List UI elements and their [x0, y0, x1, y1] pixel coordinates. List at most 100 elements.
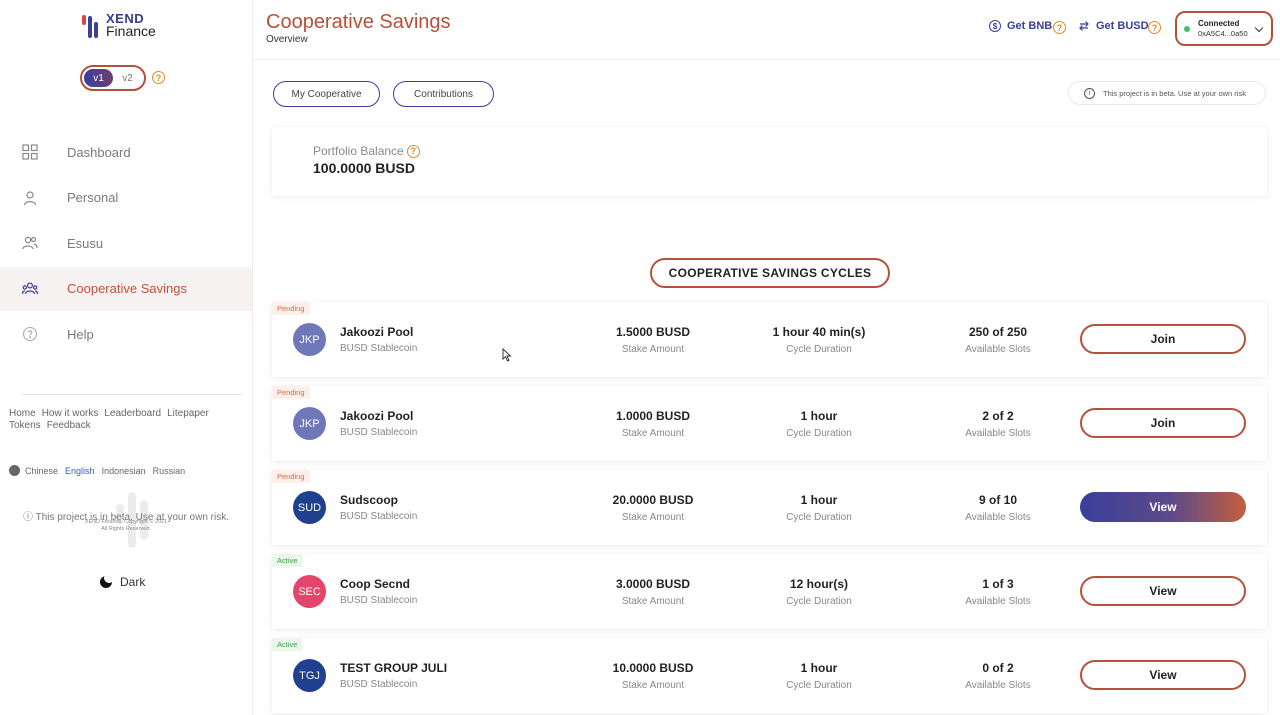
version-v2-option[interactable]: v2 [122, 72, 133, 84]
pool-avatar: SUD [293, 491, 326, 524]
footer-link-leaderboard[interactable]: Leaderboard [104, 408, 162, 419]
dark-mode-label: Dark [120, 575, 146, 589]
sidebar-item-cooperative-savings[interactable]: Cooperative Savings [0, 266, 252, 311]
language-chinese[interactable]: Chinese [25, 465, 59, 476]
help-circle-icon [22, 326, 38, 342]
pool-token: BUSD Stablecoin [340, 595, 418, 606]
stake-amount-value: 20.0000 BUSD [612, 493, 694, 507]
status-badge: Pending [272, 302, 310, 315]
available-slots-label: Available Slots [965, 512, 1031, 523]
pool-card: Pending JKP Jakoozi Pool BUSD Stablecoin… [272, 302, 1267, 377]
portfolio-balance-card: Portfolio Balance ? 100.0000 BUSD [272, 127, 1267, 196]
stake-amount-stat: 1.0000 BUSD Stake Amount [573, 409, 733, 439]
available-slots-label: Available Slots [965, 428, 1031, 439]
stake-amount-stat: 3.0000 BUSD Stake Amount [573, 577, 733, 607]
version-toggle[interactable]: v1 v2 [80, 65, 146, 91]
get-bnb-help-icon[interactable]: ? [1053, 21, 1066, 34]
footer-link-how-it-works[interactable]: How it works [41, 408, 99, 419]
view-button[interactable]: View [1080, 660, 1246, 690]
sidebar-item-dashboard[interactable]: Dashboard [0, 130, 252, 174]
dark-mode-toggle[interactable]: Dark [100, 575, 145, 589]
copyright-line-2: All Rights Reserved. [101, 526, 151, 532]
stake-amount-label: Stake Amount [621, 428, 685, 439]
cooperative-savings-cycles-title: COOPERATIVE SAVINGS CYCLES [650, 258, 890, 288]
available-slots-label: Available Slots [965, 344, 1031, 355]
sidebar-item-label: Help [67, 326, 94, 342]
available-slots-stat: 9 of 10 Available Slots [918, 493, 1078, 523]
available-slots-value: 250 of 250 [968, 325, 1028, 339]
get-busd-label: Get BUSD [1096, 20, 1149, 32]
sidebar-beta-notice-text: This project is in beta. Use at your own… [35, 512, 230, 523]
available-slots-stat: 1 of 3 Available Slots [918, 577, 1078, 607]
available-slots-value: 1 of 3 [982, 577, 1014, 591]
language-russian[interactable]: Russian [152, 465, 186, 476]
beta-notice-text: This project is in beta. Use at your own… [1103, 88, 1246, 98]
pool-token: BUSD Stablecoin [340, 511, 418, 522]
get-busd-link[interactable]: Get BUSD [1078, 20, 1149, 32]
footer-link-tokens[interactable]: Tokens [9, 420, 41, 431]
version-help-icon[interactable]: ? [152, 71, 165, 84]
join-button[interactable]: Join [1080, 408, 1246, 438]
pool-avatar: TGJ [293, 659, 326, 692]
sidebar-item-label: Personal [67, 190, 119, 205]
join-button[interactable]: Join [1080, 324, 1246, 354]
stake-amount-value: 1.0000 BUSD [615, 409, 691, 423]
available-slots-label: Available Slots [965, 596, 1031, 607]
sidebar-item-personal[interactable]: Personal [0, 176, 252, 220]
status-badge: Pending [272, 470, 310, 483]
language-indonesian[interactable]: Indonesian [101, 465, 146, 476]
stake-amount-stat: 1.5000 BUSD Stake Amount [573, 325, 733, 355]
available-slots-stat: 2 of 2 Available Slots [918, 409, 1078, 439]
pool-token: BUSD Stablecoin [340, 427, 418, 438]
version-v1-option[interactable]: v1 [84, 69, 113, 87]
top-header: Cooperative Savings Overview $ Get BNB ?… [253, 0, 1280, 60]
page-title: Cooperative Savings [266, 11, 451, 33]
footer-links: Home How it works Leaderboard Litepaper Tok… [9, 408, 239, 432]
pool-card: Active SEC Coop Secnd BUSD Stablecoin 3.… [272, 554, 1267, 629]
sidebar-item-esusu[interactable]: Esusu [0, 221, 252, 265]
sidebar-item-label: Cooperative Savings [67, 281, 187, 296]
cycle-duration-stat: 1 hour Cycle Duration [739, 493, 899, 523]
chevron-down-icon [1254, 23, 1264, 33]
cycle-duration-value: 1 hour [800, 409, 838, 423]
portfolio-help-icon[interactable]: ? [406, 144, 420, 158]
pool-name: Jakoozi Pool [340, 325, 414, 339]
get-busd-help-icon[interactable]: ? [1148, 21, 1161, 34]
stake-amount-stat: 10.0000 BUSD Stake Amount [573, 661, 733, 691]
language-english[interactable]: English [65, 465, 95, 476]
portfolio-balance-label-text: Portfolio Balance [313, 144, 404, 158]
cycle-duration-label: Cycle Duration [786, 596, 852, 607]
footer-link-litepaper[interactable]: Litepaper [167, 408, 209, 419]
users-icon [22, 236, 38, 250]
cycle-duration-stat: 12 hour(s) Cycle Duration [739, 577, 899, 607]
get-bnb-link[interactable]: $ Get BNB [989, 20, 1052, 32]
pool-name: Jakoozi Pool [340, 409, 414, 423]
cycle-duration-stat: 1 hour Cycle Duration [739, 409, 899, 439]
sidebar-item-label: Esusu [67, 235, 104, 251]
view-button[interactable]: View [1080, 576, 1246, 606]
cycle-duration-value: 1 hour 40 min(s) [772, 325, 866, 339]
cycle-duration-label: Cycle Duration [786, 512, 852, 523]
stake-amount-label: Stake Amount [621, 512, 685, 523]
info-icon: i [1084, 87, 1095, 99]
available-slots-stat: 0 of 2 Available Slots [918, 661, 1078, 691]
cycle-duration-label: Cycle Duration [786, 344, 852, 355]
group-icon [22, 281, 38, 294]
cycle-duration-label: Cycle Duration [786, 680, 852, 691]
sidebar-item-help[interactable]: Help [0, 312, 252, 356]
sidebar-nav: Dashboard Personal Esusu Cooperative Sav… [0, 130, 252, 358]
wallet-connect-button[interactable]: Connected 0xA5C4...0a50 [1175, 11, 1273, 46]
xend-finance-logo[interactable]: XEND Finance [82, 12, 156, 38]
moon-icon [100, 576, 112, 588]
copyright: XEND Finance, Copyright © 2021 All Right… [0, 519, 252, 533]
tab-my-cooperative[interactable]: My Cooperative [273, 81, 380, 107]
tab-contributions[interactable]: Contributions [393, 81, 494, 107]
cycle-duration-label: Cycle Duration [786, 428, 852, 439]
view-button[interactable]: View [1080, 492, 1246, 522]
sidebar: XEND Finance v1 v2 ? Dashboard Personal … [0, 0, 253, 715]
status-badge: Active [272, 554, 303, 567]
stake-amount-label: Stake Amount [621, 680, 685, 691]
footer-link-home[interactable]: Home [9, 408, 36, 419]
stake-amount-stat: 20.0000 BUSD Stake Amount [573, 493, 733, 523]
footer-link-feedback[interactable]: Feedback [46, 420, 91, 431]
